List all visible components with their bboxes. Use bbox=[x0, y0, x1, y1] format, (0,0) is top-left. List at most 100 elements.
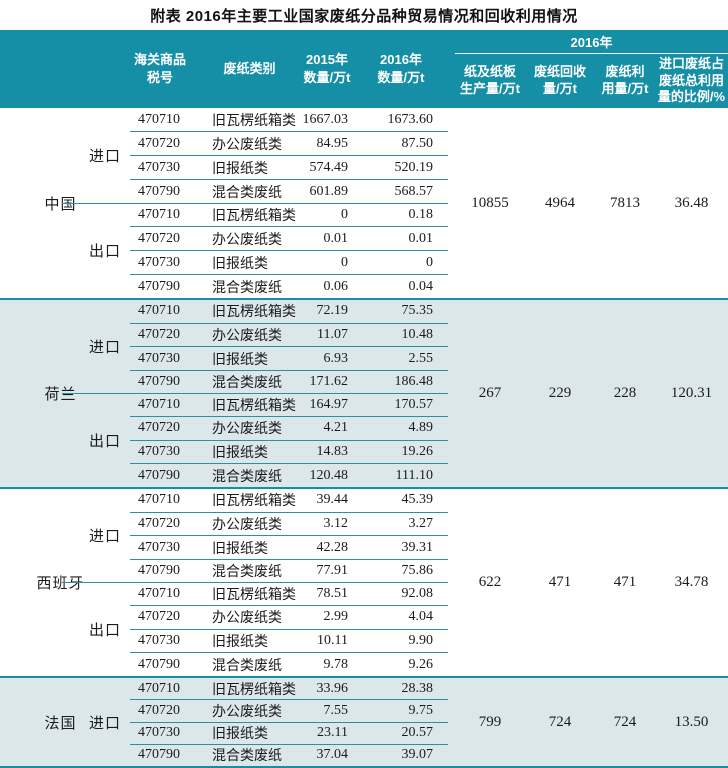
trade-direction-label: 进口 bbox=[88, 340, 121, 357]
qty-2015-cell: 72.19 bbox=[316, 303, 349, 319]
table-row: 470710 旧瓦楞纸箱类 164.97 170.57 bbox=[130, 394, 448, 417]
table-header: 海关商品 税号 废纸类别 2015年 数量/万t 2016年 数量/万t 201… bbox=[0, 30, 728, 108]
customs-code-cell: 470710 bbox=[138, 585, 180, 601]
qty-2015-cell: 6.93 bbox=[323, 350, 349, 366]
qty-2016-cell: 4.89 bbox=[408, 420, 434, 436]
customs-code-cell: 470720 bbox=[138, 326, 180, 342]
category-cell: 旧瓦楞纸箱类 bbox=[212, 113, 296, 129]
qty-2015-cell: 3.12 bbox=[323, 515, 349, 531]
qty-2015-cell: 4.21 bbox=[323, 420, 349, 436]
category-cell: 旧报纸类 bbox=[212, 352, 268, 368]
trade-direction-label: 出口 bbox=[88, 244, 121, 260]
qty-2015-cell: 120.48 bbox=[309, 467, 349, 483]
customs-code-cell: 470730 bbox=[138, 444, 180, 460]
category-cell: 旧报纸类 bbox=[212, 256, 268, 272]
table-row: 470720 办公废纸类 4.21 4.89 bbox=[130, 416, 448, 440]
qty-2015-cell: 23.11 bbox=[317, 725, 348, 741]
header-import-ratio: 进口废纸占 废纸总利用 量的比例/% bbox=[657, 56, 726, 105]
table-row: 470790 混合类废纸 9.78 9.26 bbox=[130, 652, 448, 676]
trade-direction-label: 出口 bbox=[88, 433, 121, 450]
customs-code-cell: 470720 bbox=[138, 609, 180, 625]
header-utilization: 废纸利 用量/万t bbox=[601, 64, 649, 96]
qty-2016-cell: 75.86 bbox=[401, 563, 434, 579]
rows: 470710 旧瓦楞纸箱类 164.97 170.57 470720 办公废纸类 4.21 4… bbox=[130, 394, 448, 488]
table-row: 470720 办公废纸类 2.99 4.04 bbox=[130, 605, 448, 629]
category-cell: 办公废纸类 bbox=[212, 137, 282, 153]
recovery-value: 724 bbox=[548, 713, 572, 730]
qty-2016-cell: 20.57 bbox=[401, 725, 434, 741]
category-cell: 旧报纸类 bbox=[212, 727, 268, 743]
country-section: 中国 进口 470710 旧瓦楞纸箱类 1667.03 1673.60 470720 办公废纸… bbox=[0, 108, 728, 298]
trade-groups: 进口 470710 旧瓦楞纸箱类 1667.03 1673.60 470720 办公废纸类 8… bbox=[80, 108, 448, 298]
summary-values: 799 724 724 13.50 bbox=[455, 678, 728, 766]
table-row: 470790 混合类废纸 171.62 186.48 bbox=[130, 369, 448, 394]
trade-group: 进口 470710 旧瓦楞纸箱类 39.44 45.39 470720 办公废纸类 3.12 3… bbox=[80, 489, 448, 583]
category-cell: 旧瓦楞纸箱类 bbox=[212, 682, 296, 698]
qty-2015-cell: 33.96 bbox=[316, 680, 349, 696]
table-row: 470710 旧瓦楞纸箱类 33.96 28.38 bbox=[130, 678, 448, 699]
category-cell: 混合类废纸 bbox=[212, 469, 282, 485]
qty-2016-cell: 186.48 bbox=[394, 374, 434, 390]
table-row: 470730 旧报纸类 23.11 20.57 bbox=[130, 721, 448, 744]
category-cell: 旧报纸类 bbox=[212, 635, 268, 651]
trade-group: 进口 470710 旧瓦楞纸箱类 1667.03 1673.60 470720 办公废纸类 8… bbox=[80, 108, 448, 203]
qty-2015-cell: 171.62 bbox=[309, 374, 349, 390]
qty-2016-cell: 87.50 bbox=[401, 135, 434, 151]
customs-code-cell: 470790 bbox=[138, 747, 180, 763]
table-row: 470790 混合类废纸 37.04 39.07 bbox=[130, 743, 448, 766]
customs-code-cell: 470790 bbox=[138, 278, 180, 294]
category-cell: 办公废纸类 bbox=[212, 611, 282, 627]
header-qty-2016: 2016年 数量/万t bbox=[377, 51, 425, 85]
customs-code-cell: 470720 bbox=[138, 515, 180, 531]
qty-2016-cell: 75.35 bbox=[401, 303, 434, 319]
trade-group: 进口 470710 旧瓦楞纸箱类 72.19 75.35 470720 办公废纸类 11.07… bbox=[80, 300, 448, 394]
qty-2016-cell: 19.26 bbox=[401, 444, 434, 460]
table-title: 附表 2016年主要工业国家废纸分品种贸易情况和回收利用情况 bbox=[150, 7, 578, 25]
qty-2015-cell: 164.97 bbox=[309, 396, 349, 412]
qty-2015-cell: 601.89 bbox=[309, 183, 349, 199]
rows: 470710 旧瓦楞纸箱类 72.19 75.35 470720 办公废纸类 11.07 10… bbox=[130, 300, 448, 394]
recovery-value: 4964 bbox=[545, 194, 575, 211]
qty-2016-cell: 0.01 bbox=[408, 230, 434, 246]
customs-code-cell: 470790 bbox=[138, 374, 180, 390]
qty-2016-cell: 45.39 bbox=[401, 492, 434, 508]
recovery-value: 471 bbox=[548, 574, 572, 590]
customs-code-cell: 470710 bbox=[138, 396, 180, 412]
customs-code-cell: 470720 bbox=[138, 702, 180, 718]
qty-2015-cell: 0.06 bbox=[323, 278, 349, 294]
category-cell: 混合类废纸 bbox=[212, 658, 282, 674]
table-row: 470730 旧报纸类 42.28 39.31 bbox=[130, 535, 448, 559]
table-row: 470720 办公废纸类 3.12 3.27 bbox=[130, 511, 448, 536]
table-row: 470710 旧瓦楞纸箱类 39.44 45.39 bbox=[130, 489, 448, 512]
table-body: 中国 进口 470710 旧瓦楞纸箱类 1667.03 1673.60 470720 办公废纸… bbox=[0, 108, 728, 766]
import-ratio-value: 34.78 bbox=[674, 574, 709, 590]
header-customs-code: 海关商品 税号 bbox=[133, 51, 186, 85]
trade-direction-label: 出口 bbox=[88, 622, 121, 639]
category-cell: 混合类废纸 bbox=[212, 749, 282, 765]
category-cell: 办公废纸类 bbox=[212, 232, 282, 248]
qty-2016-cell: 10.48 bbox=[401, 326, 434, 342]
title-bar: 附表 2016年主要工业国家废纸分品种贸易情况和回收利用情况 bbox=[0, 0, 728, 30]
qty-2015-cell: 7.55 bbox=[323, 702, 349, 718]
qty-2016-cell: 520.19 bbox=[394, 159, 434, 175]
category-cell: 旧报纸类 bbox=[212, 446, 268, 462]
category-cell: 旧报纸类 bbox=[212, 541, 268, 557]
qty-2016-cell: 9.26 bbox=[408, 656, 434, 672]
header-recovery: 废纸回收 量/万t bbox=[533, 64, 586, 96]
qty-2015-cell: 11.07 bbox=[317, 326, 348, 342]
qty-2016-cell: 0 bbox=[426, 254, 433, 270]
import-ratio-value: 120.31 bbox=[670, 385, 713, 401]
table-row: 470720 办公废纸类 84.95 87.50 bbox=[130, 131, 448, 155]
trade-group: 出口 470710 旧瓦楞纸箱类 164.97 170.57 470720 办公废纸类 4.2… bbox=[80, 394, 448, 488]
import-export-divider bbox=[62, 582, 448, 583]
table-bottom-border bbox=[0, 766, 728, 768]
qty-2015-cell: 14.83 bbox=[316, 444, 349, 460]
category-cell: 混合类废纸 bbox=[212, 280, 282, 296]
trade-groups: 进口 470710 旧瓦楞纸箱类 72.19 75.35 470720 办公废纸类 11.07… bbox=[80, 300, 448, 487]
header-production: 纸及纸板 生产量/万t bbox=[460, 64, 520, 96]
category-cell: 办公废纸类 bbox=[212, 422, 282, 438]
table-row: 470790 混合类废纸 77.91 75.86 bbox=[130, 558, 448, 583]
rows: 470710 旧瓦楞纸箱类 1667.03 1673.60 470720 办公废纸类 84.… bbox=[130, 108, 448, 203]
category-cell: 旧瓦楞纸箱类 bbox=[212, 305, 296, 321]
trade-groups: 进口 470710 旧瓦楞纸箱类 33.96 28.38 470720 办公废纸类 7.55 9… bbox=[80, 678, 448, 766]
